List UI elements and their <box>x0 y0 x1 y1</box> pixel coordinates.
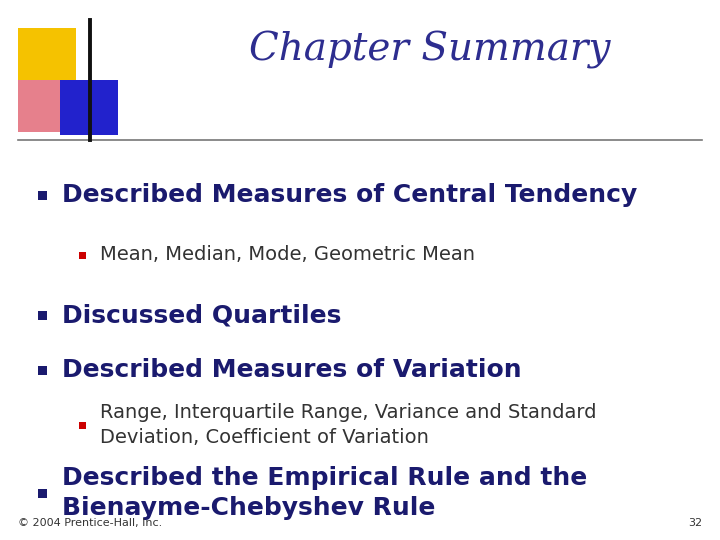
FancyBboxPatch shape <box>37 366 47 375</box>
Text: Discussed Quartiles: Discussed Quartiles <box>62 303 341 327</box>
Text: Described Measures of Central Tendency: Described Measures of Central Tendency <box>62 183 637 207</box>
Text: Described the Empirical Rule and the
Bienayme-Chebyshev Rule: Described the Empirical Rule and the Bie… <box>62 466 588 520</box>
Text: 32: 32 <box>688 518 702 528</box>
Text: Chapter Summary: Chapter Summary <box>249 31 611 69</box>
Text: © 2004 Prentice-Hall, Inc.: © 2004 Prentice-Hall, Inc. <box>18 518 162 528</box>
FancyBboxPatch shape <box>18 80 70 132</box>
FancyBboxPatch shape <box>18 28 76 80</box>
FancyBboxPatch shape <box>37 310 47 320</box>
FancyBboxPatch shape <box>78 252 86 259</box>
FancyBboxPatch shape <box>37 489 47 497</box>
FancyBboxPatch shape <box>60 80 118 135</box>
Text: Range, Interquartile Range, Variance and Standard
Deviation, Coefficient of Vari: Range, Interquartile Range, Variance and… <box>100 403 596 447</box>
FancyBboxPatch shape <box>78 422 86 429</box>
Text: Described Measures of Variation: Described Measures of Variation <box>62 358 521 382</box>
Text: Mean, Median, Mode, Geometric Mean: Mean, Median, Mode, Geometric Mean <box>100 246 475 265</box>
FancyBboxPatch shape <box>37 191 47 199</box>
